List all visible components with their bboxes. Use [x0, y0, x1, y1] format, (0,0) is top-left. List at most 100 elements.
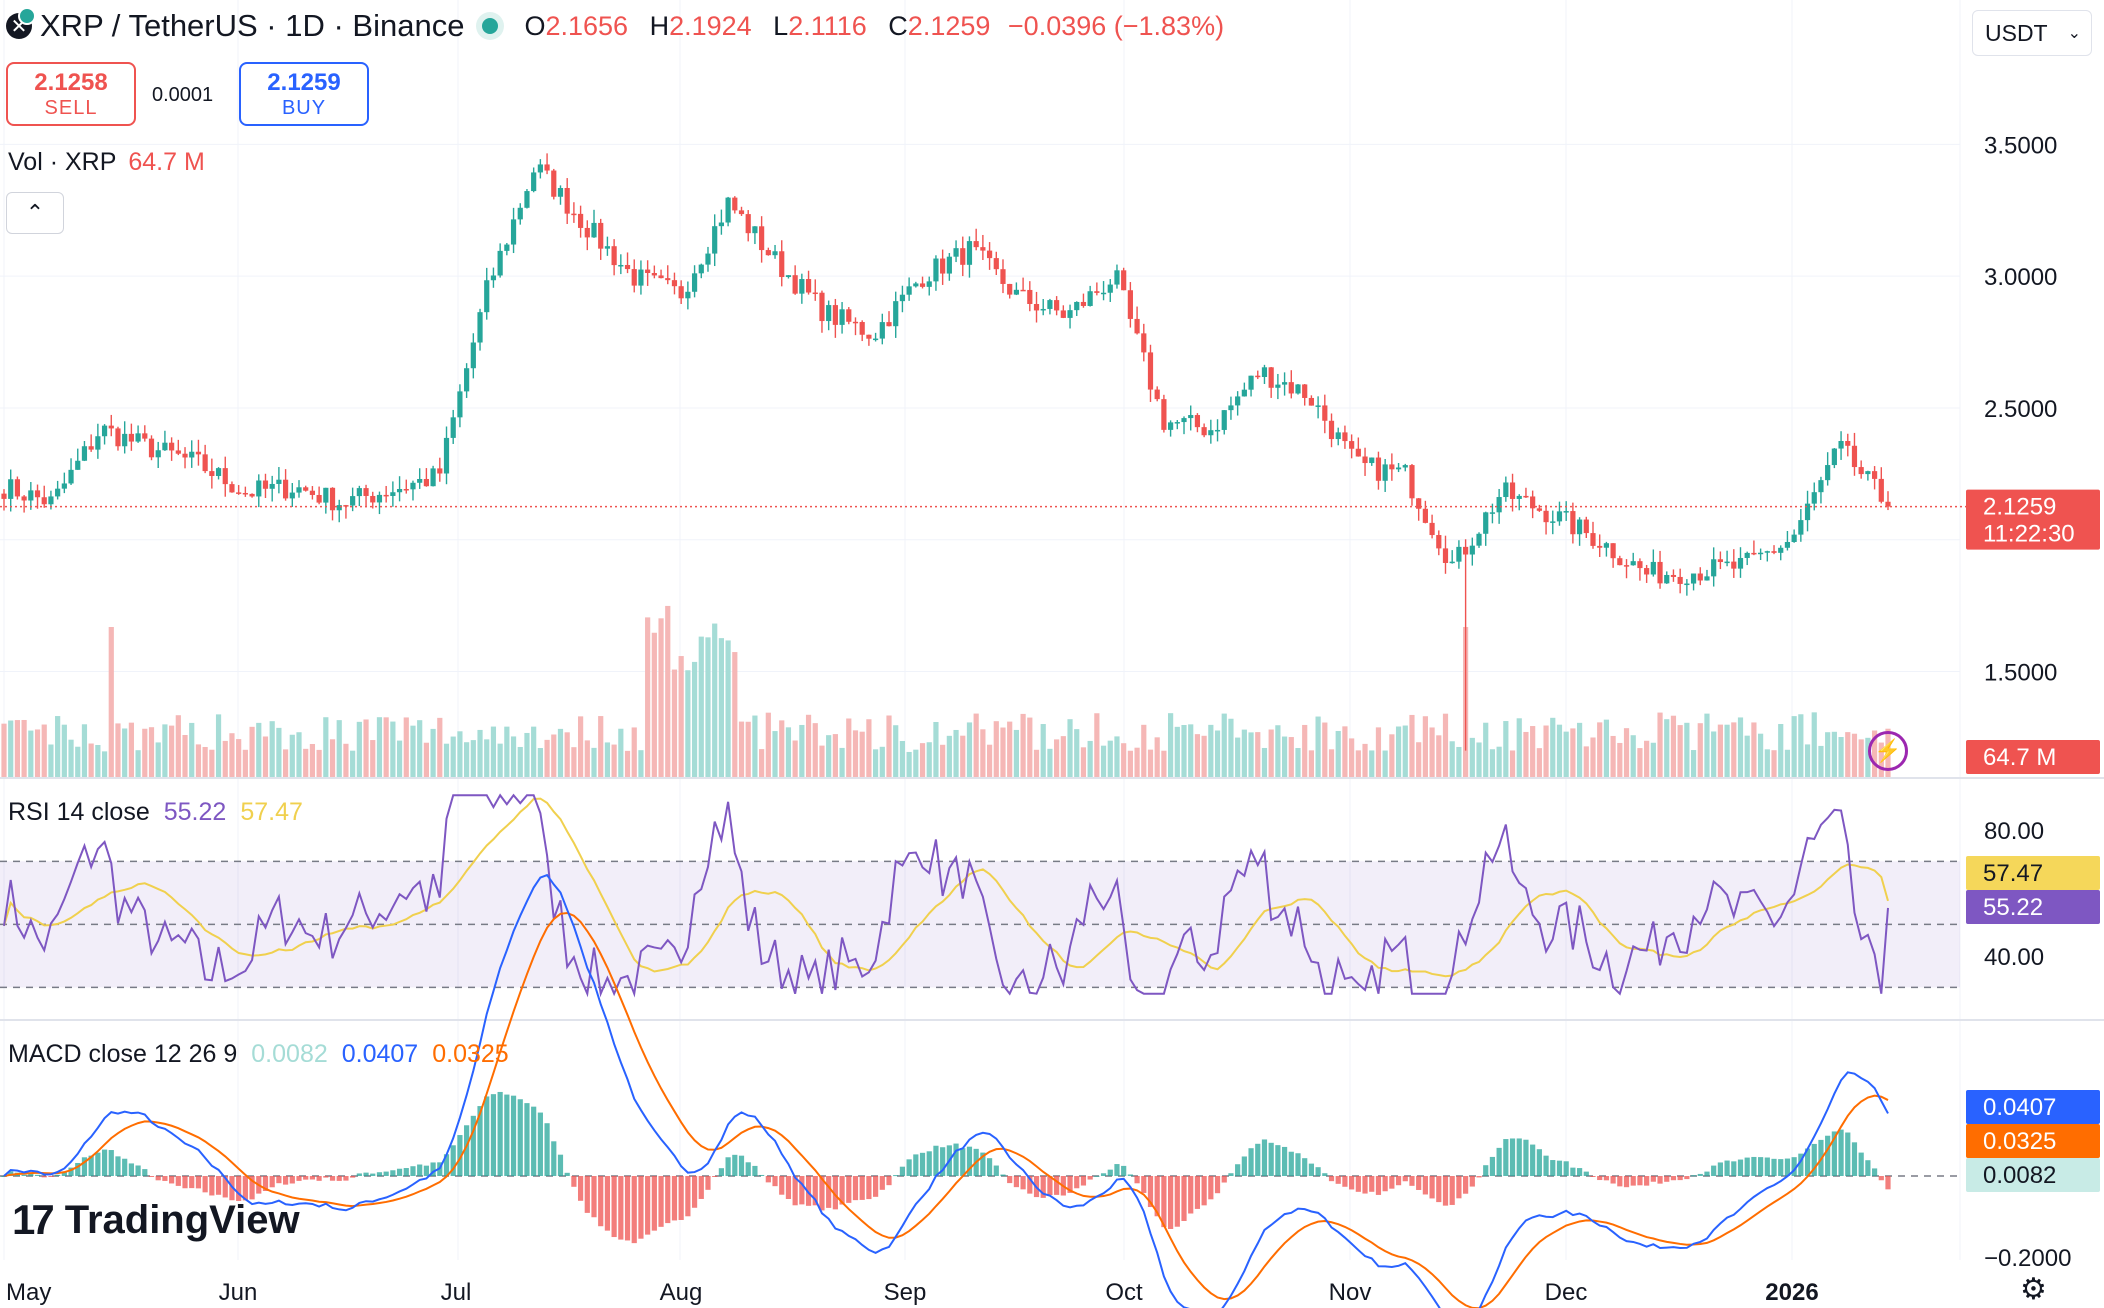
macd-histogram-bar: [195, 1176, 202, 1189]
candle-body: [1127, 290, 1133, 319]
volume-bar: [1020, 713, 1026, 777]
candle-body: [1261, 367, 1268, 378]
macd-histogram-bar: [1436, 1176, 1442, 1203]
volume-bar: [933, 721, 939, 777]
candle-body: [1369, 457, 1375, 464]
candle-body: [1449, 561, 1455, 564]
rsi-badge: 55.22: [1983, 894, 2043, 921]
volume-bar: [1483, 722, 1489, 777]
candle-body: [1644, 568, 1650, 575]
volume-bar: [1389, 734, 1395, 777]
tradingview-logo[interactable]: 17 TradingView: [12, 1196, 300, 1244]
sell-price: 2.1258: [34, 68, 108, 96]
volume-bar: [1831, 731, 1837, 777]
candle-body: [34, 490, 41, 498]
symbol-title[interactable]: XRP / TetherUS · 1D · Binance: [40, 8, 465, 43]
macd-histogram-bar: [209, 1176, 215, 1196]
macd-histogram-bar: [705, 1176, 711, 1190]
candle-body: [819, 292, 825, 322]
macd-histogram-bar: [1798, 1153, 1804, 1176]
macd-histogram-bar: [1617, 1176, 1623, 1187]
candle-body: [1275, 384, 1281, 388]
settings-icon[interactable]: ⚙: [2020, 1273, 2047, 1306]
candle-body: [1516, 495, 1522, 499]
macd-histogram-bar: [1422, 1176, 1428, 1195]
volume-bar: [779, 720, 785, 777]
volume-bar: [1798, 714, 1804, 777]
candle-body: [262, 480, 269, 489]
volume-legend[interactable]: Vol · XRP 64.7 M: [8, 148, 205, 177]
volume-bar: [1221, 713, 1227, 777]
candle-body: [450, 417, 456, 438]
candle-body: [960, 248, 966, 265]
candle-body: [1858, 467, 1864, 475]
candle-body: [879, 322, 885, 339]
macd-histogram-bar: [1442, 1176, 1449, 1206]
candle-body: [1214, 429, 1221, 432]
volume-bar: [175, 715, 181, 777]
volume-bar: [1744, 735, 1750, 777]
candle-body: [1221, 410, 1227, 430]
candle-body: [1576, 519, 1583, 535]
candle-body: [752, 226, 758, 234]
candle-body: [249, 493, 255, 497]
macd-histogram-bar: [430, 1162, 436, 1176]
sell-button[interactable]: 2.1258 SELL: [6, 62, 136, 126]
macd-histogram-bar: [1020, 1176, 1026, 1190]
rsi-ma-line: [3, 797, 1889, 978]
collapse-legend-button[interactable]: ⌃: [6, 192, 64, 234]
candle-body: [1590, 533, 1596, 546]
change-value: −0.0396 (−1.83%): [1007, 10, 1225, 41]
volume-bar: [678, 656, 684, 777]
volume-bar: [879, 746, 885, 777]
macd-histogram-bar: [1355, 1176, 1361, 1192]
volume-bar: [510, 736, 517, 777]
candle-body: [390, 492, 396, 496]
candle-body: [1228, 405, 1234, 411]
volume-bar: [1161, 750, 1167, 777]
volume-bar: [396, 740, 403, 777]
volume-bar: [1496, 746, 1502, 777]
candle-body: [966, 241, 973, 265]
volume-bar: [21, 719, 27, 777]
macd-histogram-bar: [1657, 1176, 1663, 1184]
volume-bar: [1476, 742, 1482, 777]
volume-bar: [1308, 750, 1315, 777]
candle-body: [229, 484, 235, 493]
volume-bar: [517, 746, 523, 777]
lightning-icon[interactable]: ⚡: [1868, 731, 1908, 771]
macd-histogram-bar: [189, 1176, 195, 1189]
macd-legend[interactable]: MACD close 12 26 9 0.0082 0.0407 0.0325: [8, 1040, 509, 1069]
candle-body: [1804, 503, 1811, 521]
candle-body: [1054, 300, 1060, 311]
macd-histogram-bar: [1637, 1176, 1643, 1186]
macd-line: [3, 873, 1889, 1308]
candle-body: [1617, 558, 1623, 566]
volume-bar: [1007, 721, 1013, 777]
macd-histogram-bar: [1650, 1176, 1656, 1182]
price-tick-label: 2.5000: [1984, 396, 2057, 423]
rsi-pane: [0, 793, 1960, 998]
volume-bar: [691, 661, 698, 777]
volume-bar: [356, 721, 362, 777]
candle-body: [1436, 535, 1442, 549]
macd-histogram-bar: [1885, 1176, 1891, 1190]
macd-histogram-bar: [1080, 1176, 1087, 1186]
candle-body: [1771, 551, 1777, 553]
rsi-legend[interactable]: RSI 14 close 55.22 57.47: [8, 798, 303, 827]
volume-bar: [249, 726, 255, 777]
volume-bar: [1188, 724, 1194, 777]
volume-bar: [1657, 712, 1663, 777]
buy-button[interactable]: 2.1259 BUY: [239, 62, 369, 126]
candle-body: [866, 334, 872, 339]
volume-bar: [276, 727, 282, 777]
volume-bar: [1704, 713, 1710, 777]
volume-bar: [826, 735, 832, 777]
candle-body: [490, 275, 497, 281]
macd-histogram-bar: [282, 1176, 289, 1185]
macd-histogram-bar: [28, 1173, 34, 1176]
currency-select[interactable]: USDT ⌄: [1972, 10, 2092, 56]
candle-body: [1047, 300, 1053, 309]
macd-histogram-bar: [1778, 1159, 1784, 1176]
